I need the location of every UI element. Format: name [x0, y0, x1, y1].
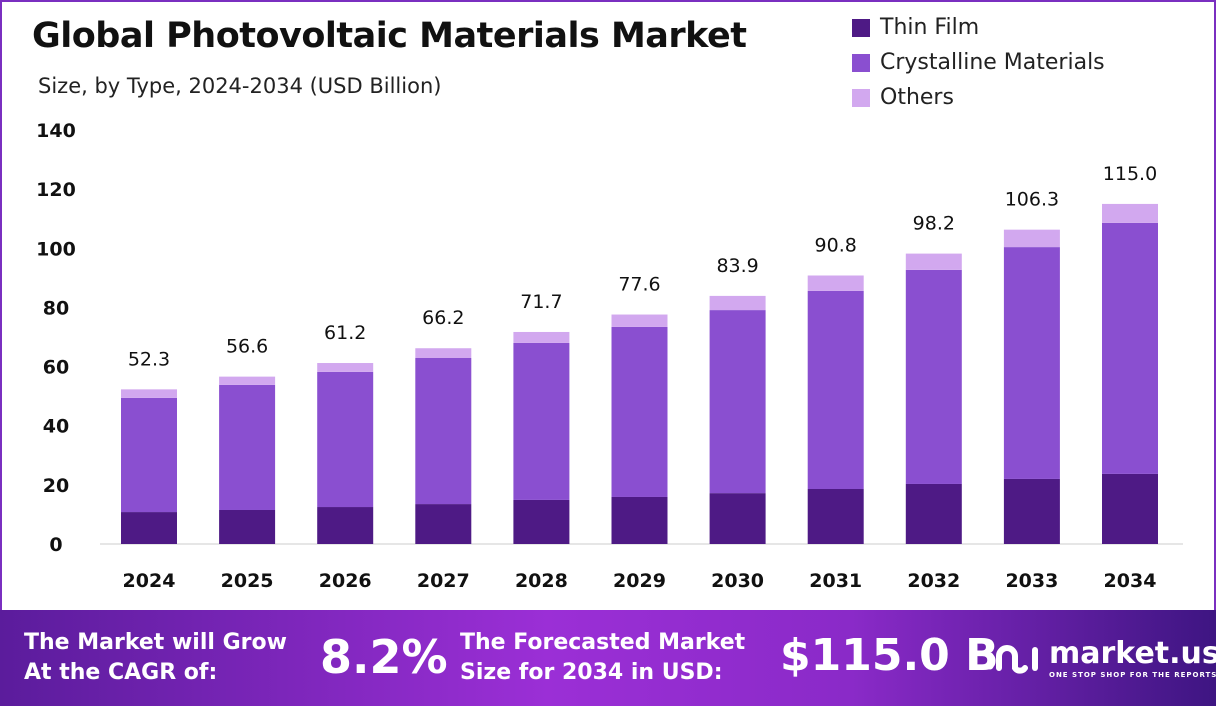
bar-segment-crystalline-materials: [611, 326, 668, 497]
legend-swatch: [852, 53, 870, 72]
total-label: 77.6: [618, 274, 660, 296]
market-us-logo: market.us ONE STOP SHOP FOR THE REPORTS: [985, 636, 1216, 679]
y-tick-label: 60: [43, 357, 69, 379]
y-tick-label: 40: [43, 416, 69, 438]
y-tick-label: 100: [36, 238, 76, 260]
logo-icon: [986, 644, 1038, 674]
bar-segment-thin-film: [513, 499, 570, 544]
legend: Thin Film Crystalline Materials Others: [852, 10, 1105, 115]
chart-title: Global Photovoltaic Materials Market: [32, 16, 747, 56]
x-tick-label: 2028: [515, 570, 568, 592]
y-tick-label: 140: [36, 120, 76, 142]
legend-label: Others: [880, 85, 954, 110]
bar-segment-crystalline-materials: [709, 310, 766, 494]
legend-swatch: [852, 88, 870, 107]
footer-banner: The Market will Grow At the CAGR of: 8.2%…: [0, 610, 1216, 706]
bar-segment-others: [905, 253, 962, 270]
x-tick-label: 2030: [711, 570, 764, 592]
forecast-label-line: The Forecasted Market: [460, 630, 746, 655]
cagr-label-line: The Market will Grow: [24, 630, 287, 655]
legend-item-thin-film: Thin Film: [852, 10, 1105, 45]
x-tick-label: 2026: [319, 570, 372, 592]
legend-item-crystalline: Crystalline Materials: [852, 45, 1105, 80]
bar-segment-thin-film: [317, 507, 374, 544]
bar-segment-crystalline-materials: [1102, 222, 1158, 474]
bar-segment-thin-film: [905, 483, 962, 544]
bar-segment-others: [1003, 229, 1060, 248]
bar-segment-crystalline-materials: [513, 342, 570, 500]
forecast-label: The Forecasted Market Size for 2034 in US…: [460, 628, 745, 688]
total-label: 66.2: [422, 307, 464, 329]
bar-segment-others: [513, 331, 570, 343]
bar-segment-thin-film: [415, 504, 472, 544]
forecast-value: $115.0 B: [780, 630, 999, 681]
x-tick-label: 2024: [123, 570, 176, 592]
total-label: 83.9: [716, 255, 758, 277]
legend-label: Thin Film: [880, 15, 980, 40]
x-tick-label: 2034: [1104, 570, 1157, 592]
bar-segment-others: [611, 314, 668, 327]
total-label: 71.7: [520, 291, 562, 313]
bar-segment-crystalline-materials: [905, 269, 962, 484]
chart-subtitle: Size, by Type, 2024-2034 (USD Billion): [38, 74, 442, 98]
x-tick-label: 2025: [221, 570, 274, 592]
bar-segment-crystalline-materials: [219, 384, 276, 510]
bar-segment-others: [807, 275, 864, 291]
logo-name: market.us: [1049, 636, 1216, 671]
cagr-value: 8.2%: [320, 630, 448, 684]
bar-segment-thin-film: [121, 512, 177, 544]
bar-segment-thin-film: [1003, 478, 1060, 544]
x-tick-label: 2033: [1005, 570, 1058, 592]
bar-segment-crystalline-materials: [415, 357, 472, 505]
total-label: 56.6: [226, 336, 268, 358]
x-tick-label: 2032: [907, 570, 960, 592]
bar-segment-thin-film: [807, 488, 864, 544]
x-tick-label: 2031: [809, 570, 862, 592]
total-label: 52.3: [128, 348, 170, 370]
x-tick-label: 2027: [417, 570, 470, 592]
y-tick-label: 0: [49, 534, 62, 556]
total-label: 61.2: [324, 322, 366, 344]
bar-chart: 0 20 40 60 80 100 120 140 52.3 2024 56.6 2025 61.2 20…: [36, 120, 1183, 592]
bar-segment-crystalline-materials: [121, 397, 177, 513]
cagr-label: The Market will Grow At the CAGR of:: [24, 628, 287, 688]
bar-segment-others: [415, 348, 472, 358]
forecast-label-line: Size for 2034 in USD:: [460, 660, 723, 685]
total-label: 98.2: [913, 213, 955, 235]
bar-segment-others: [219, 376, 276, 385]
legend-item-others: Others: [852, 80, 1105, 115]
bar-segment-thin-film: [219, 509, 276, 544]
bar-segment-thin-film: [709, 493, 766, 544]
bar-segment-thin-film: [1102, 473, 1158, 544]
total-label: 115.0: [1103, 163, 1157, 185]
y-tick-label: 20: [43, 475, 69, 497]
bar-segment-crystalline-materials: [807, 290, 864, 489]
total-label: 106.3: [1005, 189, 1059, 211]
total-label: 90.8: [815, 234, 857, 256]
y-tick-label: 120: [36, 179, 76, 201]
cagr-label-line: At the CAGR of:: [24, 660, 218, 685]
y-tick-label: 80: [43, 297, 69, 319]
bar-segment-others: [1102, 203, 1158, 223]
bar-segment-crystalline-materials: [317, 371, 374, 508]
bar-segment-crystalline-materials: [1003, 247, 1060, 479]
logo-tagline: ONE STOP SHOP FOR THE REPORTS: [1049, 671, 1216, 679]
legend-label: Crystalline Materials: [880, 50, 1105, 75]
bar-segment-others: [121, 389, 177, 398]
bar-segment-others: [317, 363, 374, 372]
bar-segment-others: [709, 295, 766, 311]
x-tick-label: 2029: [613, 570, 666, 592]
legend-swatch: [852, 18, 870, 37]
chart-frame: [0, 0, 1216, 612]
bar-segment-thin-film: [611, 496, 668, 544]
